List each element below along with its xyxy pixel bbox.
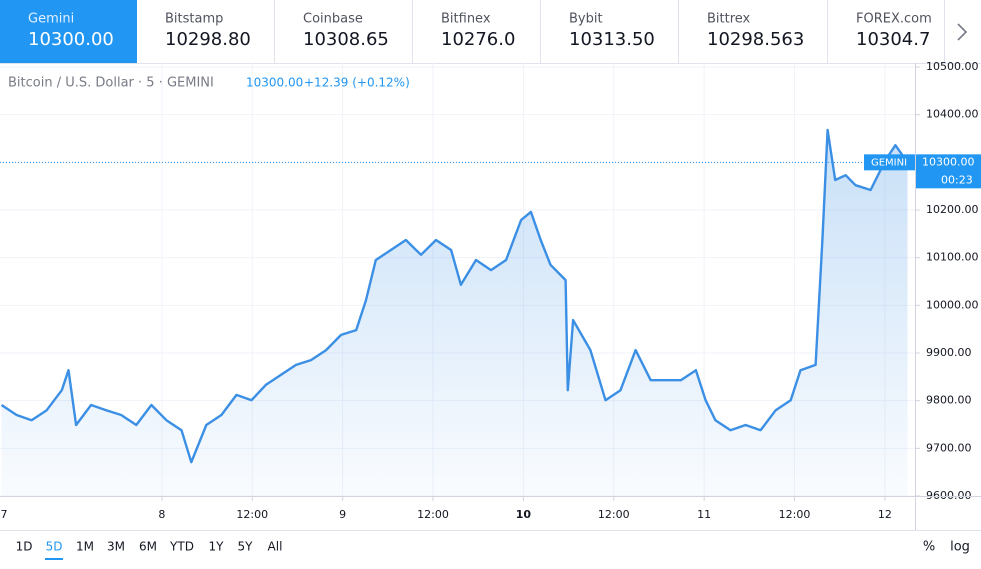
countdown-label: 00:23 (941, 173, 973, 186)
y-tick-label: 9700.00 (926, 441, 972, 454)
area-fill (1, 129, 908, 496)
x-tick-label: 10 (516, 508, 532, 521)
y-tick-label: 10500.00 (926, 60, 979, 73)
last-value: 10300.00 (246, 76, 303, 90)
tab-background[interactable] (137, 0, 275, 63)
range-button[interactable]: YTD (169, 540, 194, 554)
range-button[interactable]: 5D (46, 540, 63, 554)
scale-option[interactable]: log (950, 540, 970, 555)
tab-background[interactable] (275, 0, 413, 63)
legend: Bitcoin / U.S. Dollar · 5 · GEMINI 10300… (8, 76, 410, 91)
tab-price[interactable]: 10313.50 (569, 29, 655, 50)
tab-name[interactable]: Gemini (28, 12, 74, 27)
range-button[interactable]: 6M (139, 540, 157, 554)
y-tick-label: 9900.00 (926, 346, 972, 359)
range-button[interactable]: 3M (107, 540, 125, 554)
scroll-right-button[interactable] (957, 23, 968, 41)
range-button[interactable]: 1Y (209, 540, 225, 554)
tab-bar: Gemini 10300.00 Bitstamp 10298.80 Coinbase 10… (0, 0, 945, 63)
x-tick-label: 11 (697, 508, 711, 521)
exchange-tag (864, 154, 915, 171)
x-tick-label: 12:00 (779, 508, 811, 521)
tab-name[interactable]: Bittrex (707, 12, 751, 27)
tab-background[interactable] (679, 0, 828, 63)
tab-background[interactable] (413, 0, 541, 63)
chevron-right[interactable] (957, 23, 968, 41)
tab-background[interactable] (541, 0, 679, 63)
y-tick-label: 10200.00 (926, 203, 979, 216)
x-tick-label: 12 (878, 508, 892, 521)
range-button[interactable]: 1M (76, 540, 94, 554)
tab-price[interactable]: 10298.563 (707, 29, 804, 50)
symbol-title: Bitcoin / U.S. Dollar · 5 · GEMINI (8, 76, 214, 91)
x-tick-label: 12:00 (417, 508, 449, 521)
range-button[interactable]: All (268, 540, 283, 554)
y-tick-label: 9600.00 (926, 489, 972, 502)
exchange-tab[interactable]: Bybit 10313.50 (541, 0, 679, 63)
exchange-tab[interactable]: Bitstamp 10298.80 (137, 0, 275, 63)
tab-price[interactable]: 10304.7 (856, 29, 930, 50)
x-tick-label: 7 (1, 508, 8, 521)
exchange-tab[interactable]: Bitfinex 10276.0 (413, 0, 541, 63)
change: +12.39 (+0.12%) (304, 76, 410, 90)
tab-price[interactable]: 10308.65 (303, 29, 389, 50)
exchange-tab[interactable]: FOREX.com 10304.7 (828, 0, 945, 63)
y-tick-label: 9800.00 (926, 394, 972, 407)
exchange-tag-label: GEMINI (871, 157, 907, 168)
tab-name[interactable]: Bitstamp (165, 12, 223, 27)
exchange-tab[interactable]: Bittrex 10298.563 (679, 0, 828, 63)
tab-price[interactable]: 10298.80 (165, 29, 251, 50)
price-tag (915, 154, 981, 189)
price-tag-label: 10300.00 (922, 155, 975, 168)
x-tick-label: 8 (158, 508, 165, 521)
tab-name[interactable]: Bybit (569, 12, 603, 27)
axes: 9600.009700.009800.009900.0010000.001010… (1, 60, 981, 521)
y-tick-label: 10400.00 (926, 108, 979, 121)
tab-name[interactable]: FOREX.com (856, 12, 932, 27)
bottom-toolbar: 1D 5D 1M 3M 6M YTD 1Y 5Y All% log (16, 540, 970, 560)
tab-price[interactable]: 10300.00 (28, 29, 114, 50)
scale-option[interactable]: % (923, 540, 935, 555)
y-tick-label: 10100.00 (926, 251, 979, 264)
tab-price[interactable]: 10276.0 (441, 29, 515, 50)
exchange-tab[interactable]: Gemini 10300.00 (0, 0, 137, 63)
plot (0, 63, 915, 496)
x-tick-label: 9 (339, 508, 346, 521)
tab-name[interactable]: Coinbase (303, 12, 363, 27)
price-line (0, 128, 909, 464)
range-button[interactable]: 1D (16, 540, 33, 554)
x-tick-label: 12:00 (598, 508, 630, 521)
x-tick-label: 12:00 (236, 508, 268, 521)
y-tick-label: 10000.00 (926, 298, 979, 311)
tab-background[interactable] (0, 0, 137, 63)
exchange-tab[interactable]: Coinbase 10308.65 (275, 0, 413, 63)
tab-name[interactable]: Bitfinex (441, 12, 491, 27)
tab-background[interactable] (828, 0, 945, 63)
range-button[interactable]: 5Y (238, 540, 254, 554)
